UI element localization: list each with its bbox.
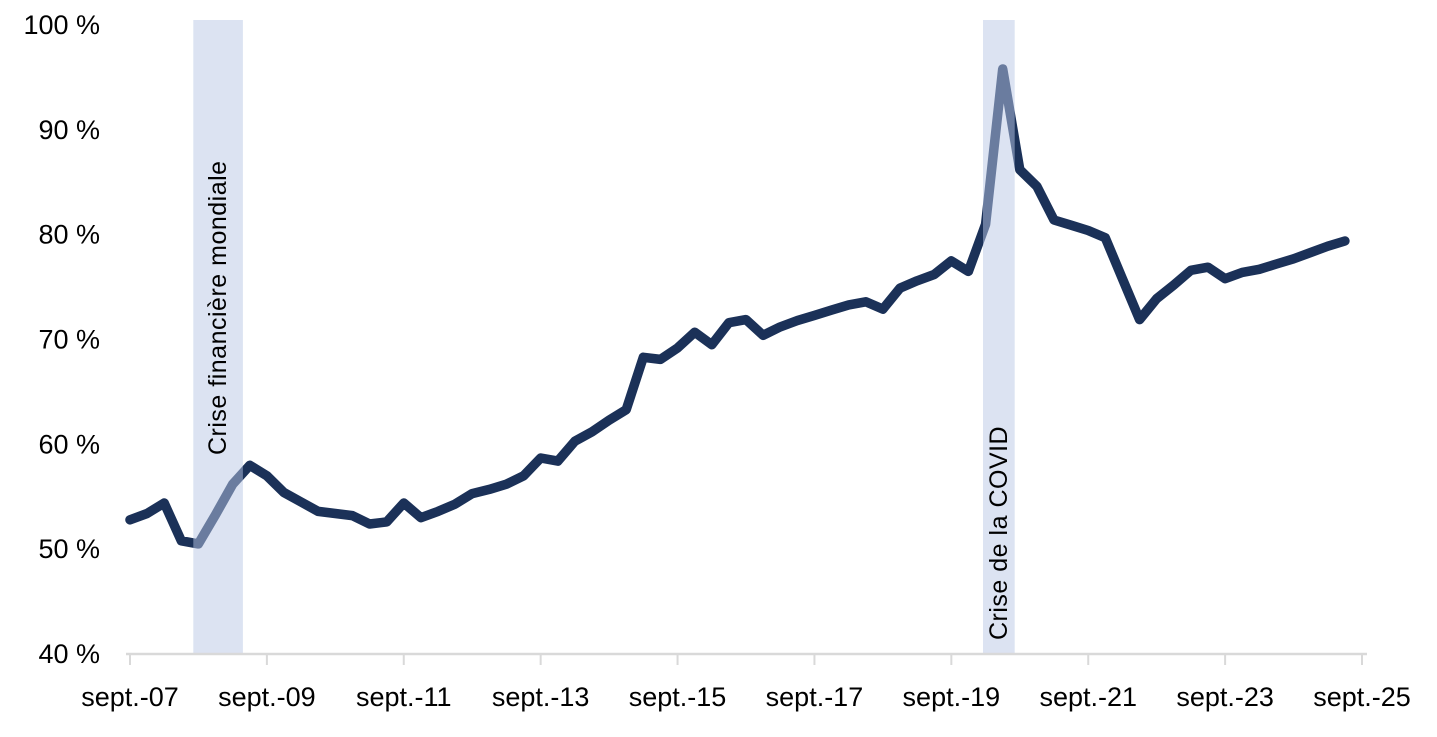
x-axis-tick-label: sept.-25	[1313, 682, 1411, 712]
x-axis-tick-label: sept.-19	[903, 682, 1001, 712]
crisis-band-0	[193, 20, 243, 654]
y-axis-tick-label: 100 %	[23, 10, 100, 40]
crisis-band-1	[983, 20, 1015, 654]
x-axis-group: sept.-07 sept.-09 sept.-11 sept.-13 sept.-15…	[81, 652, 1411, 712]
crisis-labels-group: Crise financière mondiale Crise de la COV…	[204, 160, 1013, 640]
y-axis-tick-label: 60 %	[38, 429, 100, 459]
y-axis-tick-label: 70 %	[38, 325, 100, 355]
x-axis-tick-label: sept.-15	[629, 682, 727, 712]
x-axis-tick-label: sept.-09	[218, 682, 316, 712]
x-axis-tick-label: sept.-11	[356, 682, 452, 712]
data-line-group	[125, 64, 1350, 549]
y-axis-tick-label: 90 %	[38, 115, 100, 145]
x-axis-tick-label: sept.-23	[1176, 682, 1274, 712]
x-axis-tick-label: sept.-17	[766, 682, 864, 712]
crisis-bands-group	[193, 20, 1015, 654]
y-axis-labels-group: 40 % 50 % 60 % 70 % 80 % 90 % 100 %	[23, 10, 100, 669]
x-axis-tick-label: sept.-21	[1039, 682, 1137, 712]
x-axis-tick-label: sept.-07	[81, 682, 179, 712]
crisis-band-label-1: Crise de la COVID	[985, 426, 1013, 640]
crisis-band-label-0: Crise financière mondiale	[204, 160, 232, 455]
y-axis-tick-label: 40 %	[38, 639, 100, 669]
y-axis-tick-label: 80 %	[38, 220, 100, 250]
x-axis-tick-label: sept.-13	[492, 682, 590, 712]
y-axis-tick-label: 50 %	[38, 534, 100, 564]
data-series-line	[125, 64, 1350, 549]
